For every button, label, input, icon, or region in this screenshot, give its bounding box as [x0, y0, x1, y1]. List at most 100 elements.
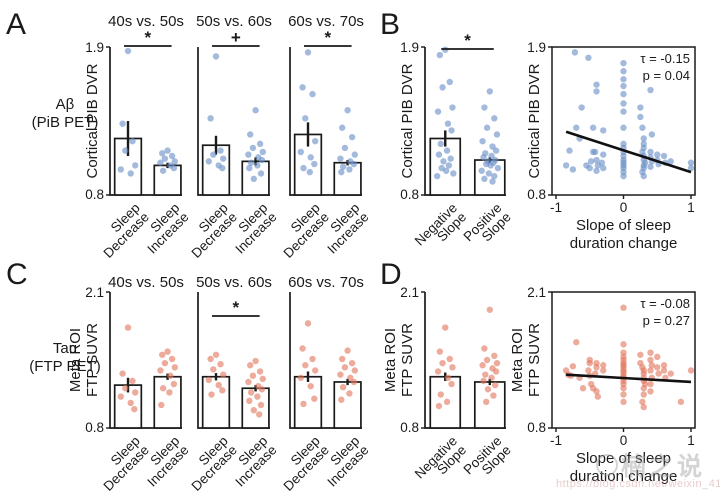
data-point [127, 399, 134, 407]
data-point [159, 150, 166, 157]
data-point [299, 345, 306, 352]
data-point [250, 175, 257, 183]
y-tick-label: 0.8 [85, 187, 104, 202]
y-tick-label: 1.9 [527, 40, 546, 55]
data-point [117, 166, 125, 173]
data-point [647, 388, 654, 395]
data-point [212, 53, 220, 60]
y-axis-label: Meta ROI [382, 328, 399, 392]
subplot-title: 50s vs. 60s [196, 274, 272, 291]
subplot-title: 50s vs. 60s [196, 13, 272, 30]
data-point [620, 59, 627, 67]
data-point [311, 160, 318, 168]
x-axis-label: Slope of sleep [576, 450, 671, 467]
sig-label: * [232, 298, 239, 317]
data-point [256, 140, 264, 148]
data-point [304, 320, 312, 327]
sig-label: + [231, 28, 241, 47]
data-point [620, 398, 627, 406]
data-point [245, 378, 252, 386]
panel-label-c: C [6, 258, 28, 291]
data-point [439, 359, 446, 367]
data-point [492, 368, 500, 375]
data-point [483, 356, 491, 364]
data-point [171, 364, 178, 371]
data-point [640, 164, 647, 172]
data-point [647, 349, 654, 356]
bar [429, 137, 462, 196]
bar [333, 381, 362, 429]
data-point [483, 398, 490, 406]
x-tick-label: 0 [620, 200, 628, 215]
data-point [620, 341, 627, 348]
data-point [620, 82, 627, 90]
data-point [586, 359, 593, 367]
y-axis-label: Meta ROI [509, 328, 526, 392]
data-point [254, 393, 261, 400]
data-point [124, 47, 132, 55]
data-point [132, 162, 139, 169]
y-axis-label: Meta ROI [67, 328, 84, 392]
data-point [164, 348, 171, 355]
data-point [640, 403, 647, 411]
data-point [600, 367, 607, 374]
data-point [445, 162, 453, 169]
data-point [494, 164, 502, 172]
y-axis-label: FTP SUVR [84, 323, 101, 397]
stat-tau: τ = -0.15 [640, 51, 690, 66]
data-point [660, 152, 668, 160]
data-point [481, 175, 488, 183]
data-point [444, 374, 452, 381]
scatter-subplot: 1.9 0.8 Cortical PIB DVR -1 0 1 τ = -0.15 p = 0… [526, 40, 696, 252]
data-point [254, 162, 261, 169]
data-point [122, 147, 129, 154]
data-point [170, 380, 178, 388]
x-axis-label: Slope of sleep [576, 217, 671, 234]
y-tick-label: 2.1 [400, 285, 419, 300]
bar [293, 375, 323, 429]
data-point [448, 380, 455, 388]
data-point [479, 362, 486, 369]
y-tick-label: 0.8 [400, 187, 419, 202]
data-point [212, 351, 220, 358]
data-point [620, 76, 627, 83]
data-point [122, 385, 129, 392]
data-point [439, 84, 446, 91]
x-tick-label: 1 [687, 200, 695, 215]
data-point [648, 131, 656, 138]
row-label-tau: Tau (FTP PET) [10, 340, 120, 376]
data-point [660, 362, 668, 369]
data-point [449, 364, 456, 371]
data-point [129, 137, 136, 145]
data-point [488, 374, 495, 381]
data-point [119, 120, 126, 127]
data-point [491, 352, 498, 360]
data-point [129, 377, 136, 385]
data-point [492, 381, 499, 389]
data-point [205, 158, 212, 165]
data-point [258, 156, 266, 164]
data-point [478, 167, 485, 174]
data-point [449, 104, 456, 111]
data-point [593, 388, 600, 395]
data-point [309, 90, 316, 98]
data-point [448, 127, 455, 134]
data-point [600, 151, 607, 158]
data-point [447, 155, 454, 162]
row-label-abeta: Aβ (PiB PET) [10, 96, 120, 132]
data-point [339, 163, 347, 170]
data-point [247, 131, 254, 138]
data-point [647, 163, 654, 170]
data-point [620, 385, 627, 392]
data-point [337, 371, 344, 378]
data-point [171, 158, 178, 165]
stat-tau: τ = -0.08 [640, 296, 690, 311]
panel-label-d: D [380, 258, 402, 291]
